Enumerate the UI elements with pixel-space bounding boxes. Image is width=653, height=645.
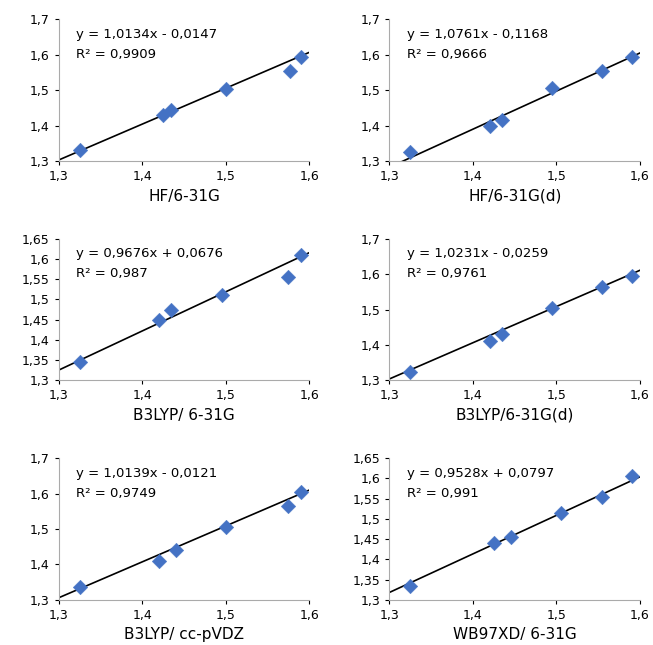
Point [405, 580, 415, 591]
Point [626, 471, 637, 482]
Text: R² = 0,991: R² = 0,991 [407, 486, 479, 500]
Point [626, 271, 637, 281]
X-axis label: B3LYP/ 6-31G: B3LYP/ 6-31G [133, 408, 235, 423]
Text: R² = 0,9749: R² = 0,9749 [76, 486, 157, 500]
Point [556, 508, 566, 518]
Point [158, 110, 168, 120]
Point [283, 272, 294, 283]
Point [170, 545, 181, 555]
Point [597, 281, 607, 292]
Text: R² = 0,9666: R² = 0,9666 [407, 48, 487, 61]
Point [285, 66, 295, 77]
Point [296, 52, 306, 62]
Text: R² = 0,987: R² = 0,987 [76, 267, 148, 280]
Point [497, 115, 507, 125]
X-axis label: HF/6-31G(d): HF/6-31G(d) [468, 188, 562, 204]
X-axis label: B3LYP/6-31G(d): B3LYP/6-31G(d) [456, 408, 574, 423]
X-axis label: WB97XD/ 6-31G: WB97XD/ 6-31G [453, 628, 577, 642]
Point [221, 84, 231, 95]
Point [153, 315, 164, 325]
X-axis label: B3LYP/ cc-pVDZ: B3LYP/ cc-pVDZ [124, 628, 244, 642]
Point [74, 357, 85, 368]
Point [488, 538, 499, 548]
Point [505, 532, 516, 542]
Point [296, 487, 306, 497]
Text: y = 0,9528x + 0,0797: y = 0,9528x + 0,0797 [407, 467, 554, 480]
Text: y = 1,0231x - 0,0259: y = 1,0231x - 0,0259 [407, 247, 549, 261]
Point [405, 147, 415, 157]
Text: y = 1,0139x - 0,0121: y = 1,0139x - 0,0121 [76, 467, 217, 480]
Point [485, 121, 495, 131]
Point [153, 556, 164, 566]
Text: y = 0,9676x + 0,0676: y = 0,9676x + 0,0676 [76, 247, 223, 261]
Point [296, 250, 306, 260]
Point [547, 303, 558, 313]
Point [497, 329, 507, 339]
Point [167, 304, 177, 315]
Text: R² = 0,9909: R² = 0,9909 [76, 48, 156, 61]
X-axis label: HF/6-31G: HF/6-31G [148, 188, 220, 204]
Point [485, 336, 495, 346]
Point [597, 66, 607, 76]
Point [221, 522, 231, 533]
Point [597, 491, 607, 502]
Point [626, 52, 637, 62]
Point [167, 104, 177, 115]
Point [74, 145, 85, 155]
Point [216, 290, 227, 301]
Text: y = 1,0134x - 0,0147: y = 1,0134x - 0,0147 [76, 28, 217, 41]
Point [74, 582, 85, 593]
Text: y = 1,0761x - 0,1168: y = 1,0761x - 0,1168 [407, 28, 548, 41]
Point [283, 501, 294, 511]
Point [547, 83, 558, 94]
Point [405, 366, 415, 377]
Text: R² = 0,9761: R² = 0,9761 [407, 267, 487, 280]
